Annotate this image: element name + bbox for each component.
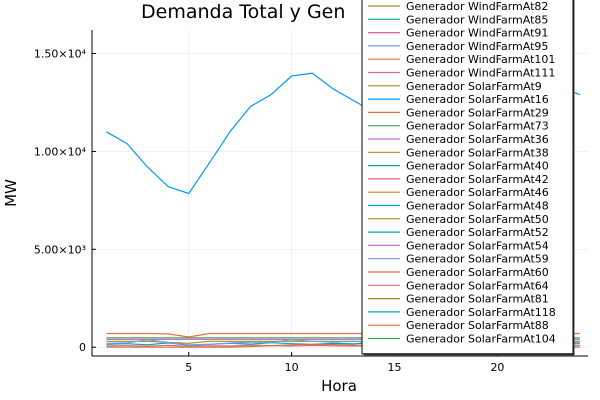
legend-label: Generador SolarFarmAt118 [406, 306, 556, 319]
legend-label: Generador SolarFarmAt40 [406, 160, 549, 173]
legend-label: Generador SolarFarmAt59 [406, 253, 549, 266]
legend-label: Generador SolarFarmAt9 [406, 80, 542, 93]
legend-label: Generador WindFarmAt85 [406, 13, 548, 26]
y-tick-label: 0 [79, 341, 86, 354]
legend-label: Generador WindFarmAt95 [406, 40, 548, 53]
legend-label: Generador SolarFarmAt36 [406, 133, 549, 146]
legend-label: Generador WindFarmAt82 [406, 0, 548, 13]
x-tick-label: 15 [388, 361, 402, 374]
legend-label: Generador SolarFarmAt54 [406, 239, 549, 252]
axes [91, 30, 588, 357]
legend-label: Generador WindFarmAt91 [406, 27, 548, 40]
x-tick-label: 20 [490, 361, 504, 374]
legend-label: Generador SolarFarmAt52 [406, 226, 549, 239]
ticks: 5 10 15 20 0 5.00×10³ 1.00×10⁴ 1.50×10⁴ [34, 47, 505, 374]
y-tick-label: 1.50×10⁴ [34, 47, 87, 60]
y-tick-label: 1.00×10⁴ [34, 145, 87, 158]
legend-label: Generador SolarFarmAt46 [406, 186, 549, 199]
legend-label: Generador SolarFarmAt64 [406, 279, 549, 292]
legend-label: Generador SolarFarmAt50 [406, 213, 549, 226]
legend-label: Generador SolarFarmAt48 [406, 200, 549, 213]
legend-label: Generador SolarFarmAt88 [406, 319, 549, 332]
legend-label: Generador SolarFarmAt29 [406, 106, 549, 119]
legend-label: Generador SolarFarmAt38 [406, 146, 549, 159]
y-tick-label: 5.00×10³ [34, 243, 86, 256]
legend-label: Generador SolarFarmAt42 [406, 173, 549, 186]
legend-label: Generador SolarFarmAt60 [406, 266, 549, 279]
x-tick-label: 10 [285, 361, 299, 374]
x-tick-label: 5 [185, 361, 192, 374]
legend-label: Generador SolarFarmAt16 [406, 93, 549, 106]
legend-label: Generador SolarFarmAt104 [406, 333, 556, 346]
y-axis-label: MW [2, 179, 20, 207]
x-axis-label: Hora [321, 377, 357, 395]
legend-label: Generador WindFarmAt111 [406, 67, 555, 80]
legend-label: Generador WindFarmAt101 [406, 53, 555, 66]
chart-title: Demanda Total y Gen [141, 1, 345, 23]
legend-label: Generador SolarFarmAt73 [406, 120, 549, 133]
legend-label: Generador SolarFarmAt81 [406, 293, 549, 306]
